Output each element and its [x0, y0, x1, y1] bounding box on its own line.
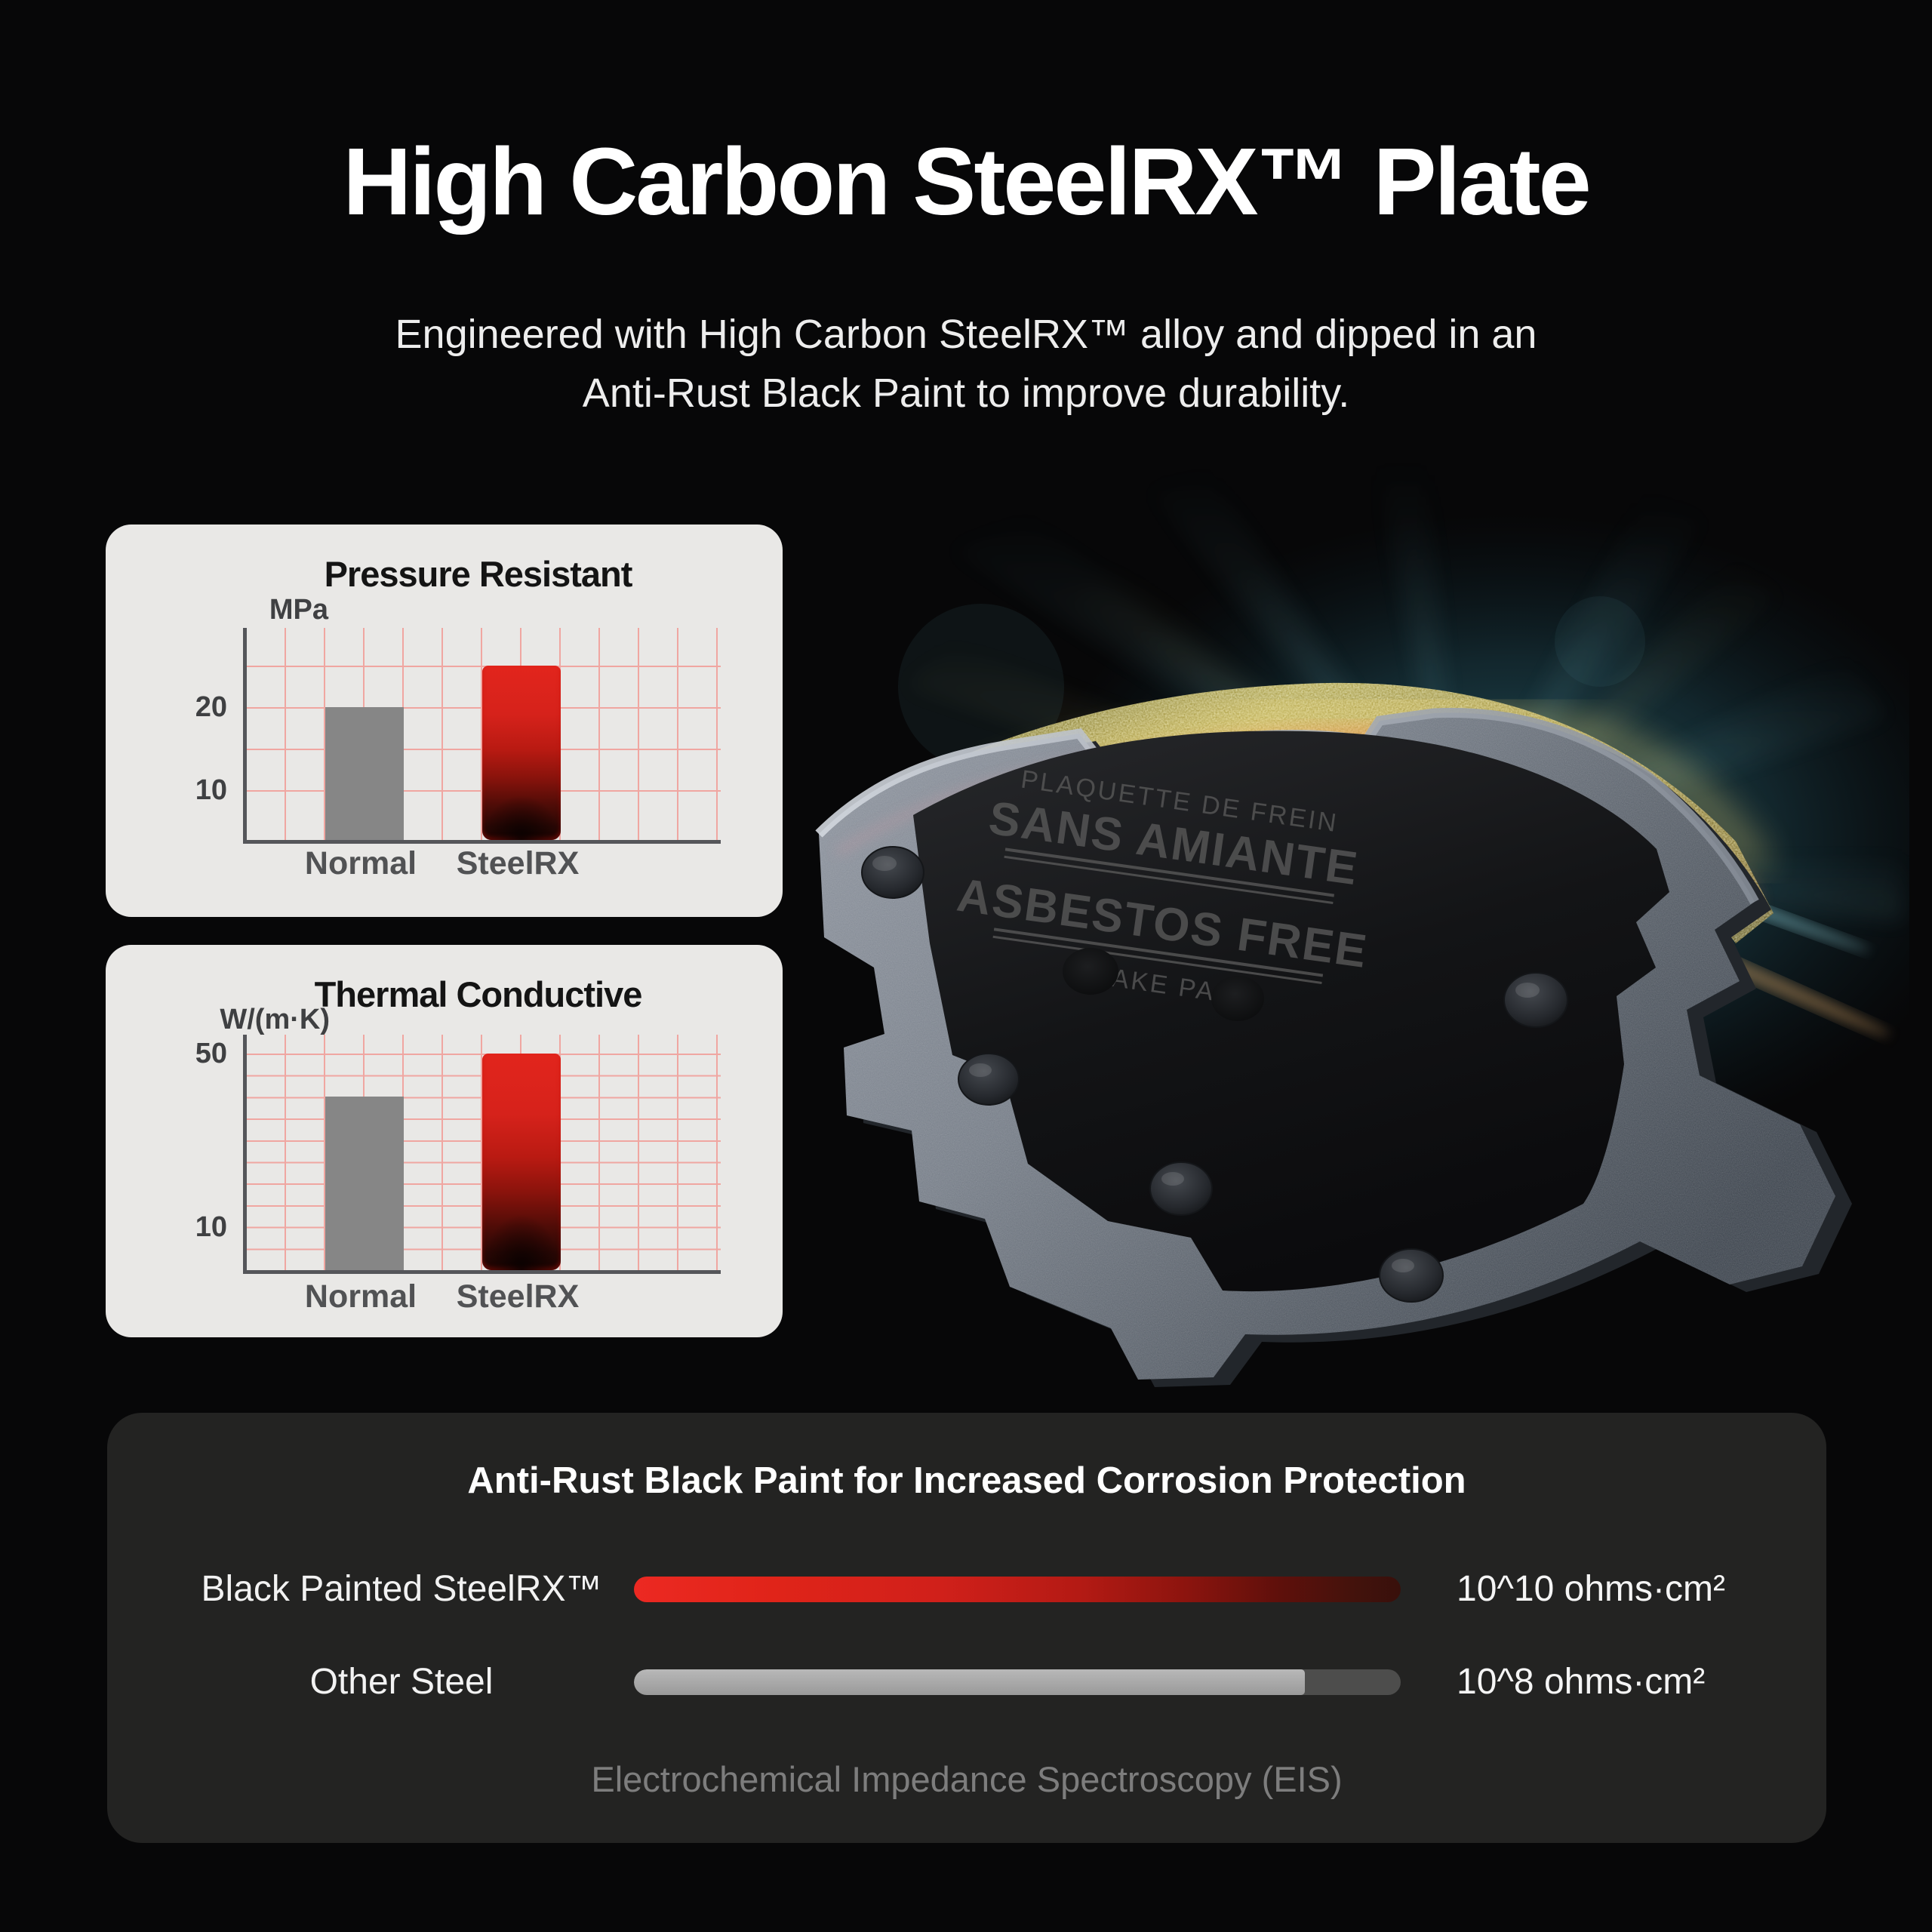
row-value: 10^8 ohms·cm² [1457, 1662, 1706, 1702]
category-label: SteelRX [456, 1278, 580, 1315]
pad-hole [1211, 976, 1264, 1021]
pressure-resistant-chart: Pressure Resistant MPa 10 20 Normal Steel… [106, 525, 783, 917]
other-steel-bar-fill [634, 1669, 1305, 1695]
y-axis-unit: W/(m·K) [220, 1004, 330, 1035]
rivet-bumps [861, 846, 1568, 1303]
plot-area: 10 50 [195, 1035, 721, 1274]
thermal-conductive-chart: Thermal Conductive W/(m·K) 10 50 Normal S… [106, 945, 783, 1337]
steelrx-resistance-bar [634, 1577, 1401, 1602]
chart-title: Pressure Resistant [324, 554, 633, 594]
method-caption: Electrochemical Impedance Spectroscopy (… [591, 1759, 1343, 1799]
y-tick-label: 10 [195, 1211, 227, 1243]
chart-title: Thermal Conductive [314, 974, 643, 1014]
subtitle-line: Engineered with High Carbon SteelRX™ all… [395, 312, 1537, 357]
brake-pad-illustration: PLAQUETTE DE FREIN SANS AMIANTE ASBESTOS… [815, 460, 1909, 1387]
page-title: High Carbon SteelRX™ Plate [343, 128, 1591, 235]
row-value: 10^10 ohms·cm² [1457, 1569, 1725, 1609]
y-axis-unit: MPa [269, 594, 328, 626]
category-label: Normal [304, 845, 417, 881]
plot-area: 10 20 [195, 628, 721, 844]
corrosion-protection-panel: Anti-Rust Black Paint for Increased Corr… [107, 1413, 1826, 1843]
row-label: Black Painted SteelRX™ [201, 1569, 602, 1609]
pad-face: PLAQUETTE DE FREIN SANS AMIANTE ASBESTOS… [913, 731, 1669, 1292]
category-label: SteelRX [456, 845, 580, 881]
bar-steelrx [482, 1053, 561, 1270]
row-label: Other Steel [309, 1662, 494, 1702]
category-label: Normal [304, 1278, 417, 1315]
bar-steelrx [482, 666, 561, 840]
comparison-row-other-steel: Other Steel 10^8 ohms·cm² [107, 1664, 1826, 1700]
y-tick-label: 50 [195, 1037, 227, 1069]
y-tick-label: 10 [195, 774, 227, 806]
subtitle-line: Anti-Rust Black Paint to improve durabil… [582, 371, 1350, 416]
other-steel-resistance-bar [634, 1669, 1401, 1695]
y-tick-label: 20 [195, 691, 227, 723]
bar-normal [325, 1097, 404, 1270]
pad-hole [1063, 948, 1118, 995]
bar-normal [325, 707, 404, 840]
page-subtitle: Engineered with High Carbon SteelRX™ all… [0, 305, 1932, 423]
panel-title: Anti-Rust Black Paint for Increased Corr… [467, 1460, 1466, 1501]
comparison-row-steelrx: Black Painted SteelRX™ 10^10 ohms·cm² [107, 1571, 1826, 1607]
